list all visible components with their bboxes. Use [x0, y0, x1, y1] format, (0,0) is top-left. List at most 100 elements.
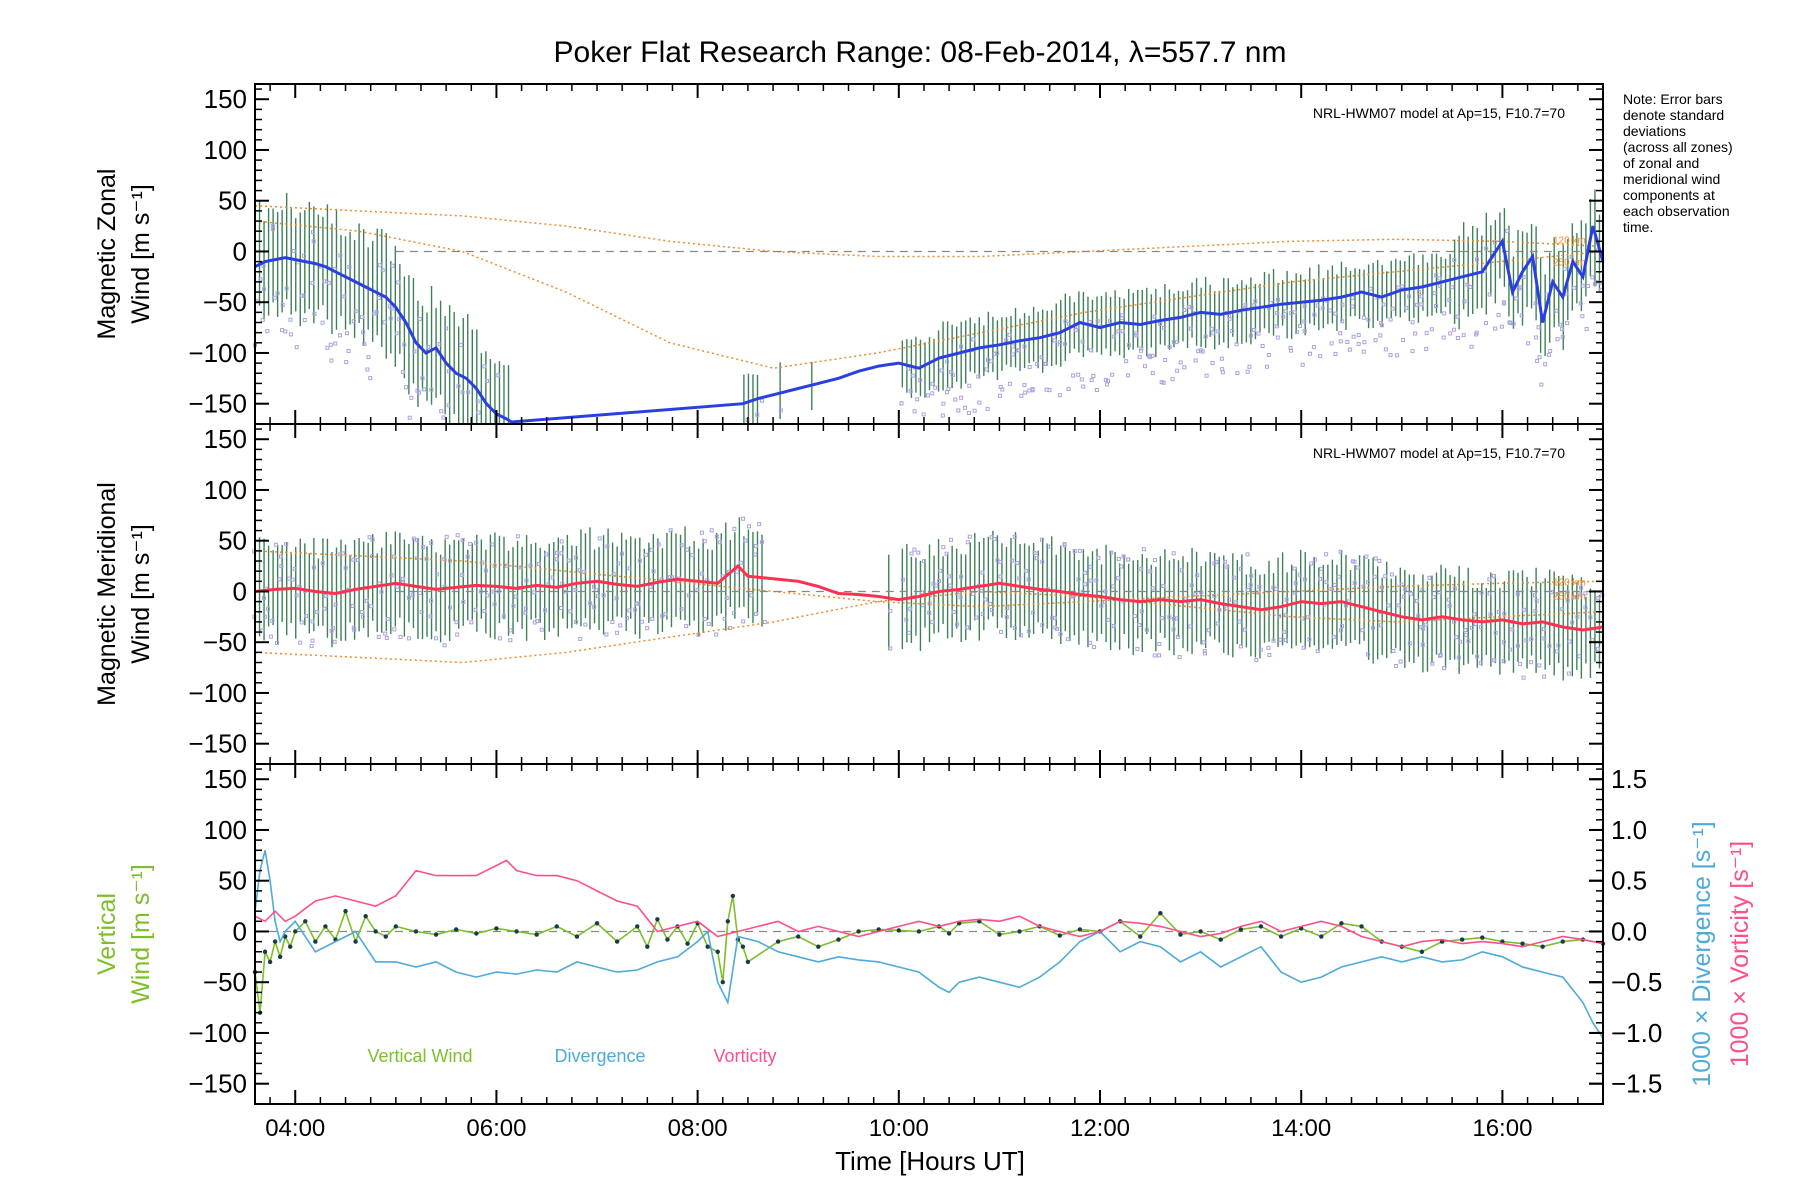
- scatter-point: [1537, 355, 1542, 360]
- vertical-wind-point: [293, 929, 298, 934]
- scatter-point: [1315, 303, 1320, 308]
- scatter-point: [627, 566, 632, 571]
- scatter-point: [1124, 359, 1129, 364]
- y-axis-label-line2: Wind [m s⁻¹]: [127, 184, 155, 324]
- y-tick-label: 50: [218, 186, 247, 216]
- scatter-point: [1257, 584, 1262, 589]
- scatter-point: [1301, 645, 1306, 650]
- scatter-point: [1066, 387, 1071, 392]
- chart-title: Poker Flat Research Range: 08-Feb-2014, …: [554, 36, 1287, 69]
- scatter-point: [1475, 654, 1480, 659]
- scatter-point: [937, 578, 942, 583]
- scatter-point: [401, 576, 406, 581]
- scatter-point: [1501, 659, 1506, 664]
- scatter-point: [1141, 547, 1146, 552]
- vertical-wind-point: [1218, 937, 1223, 942]
- scatter-point: [1579, 585, 1584, 590]
- scatter-point: [1338, 628, 1343, 633]
- y-axis-label: Magnetic Meridional Wind [m s⁻¹]: [93, 482, 155, 706]
- scatter-point: [1256, 590, 1261, 595]
- scatter-point: [1338, 331, 1343, 336]
- scatter-point: [1009, 558, 1014, 563]
- scatter-point: [702, 539, 707, 544]
- vertical-wind-point: [433, 932, 439, 937]
- scatter-point: [1065, 637, 1070, 642]
- scatter-point: [1466, 639, 1471, 644]
- scatter-point: [434, 636, 439, 641]
- scatter-point: [523, 610, 528, 615]
- vertical-wind-point: [614, 939, 620, 944]
- scatter-point: [1031, 610, 1036, 615]
- scatter-point: [1171, 551, 1176, 556]
- scatter-point: [1373, 556, 1378, 561]
- scatter-point: [1452, 258, 1457, 263]
- scatter-point: [1350, 295, 1355, 300]
- scatter-point: [1462, 299, 1467, 304]
- scatter-point: [1438, 653, 1443, 658]
- scatter-point: [1565, 598, 1570, 603]
- vertical-wind-point: [775, 939, 781, 944]
- scatter-point: [320, 561, 325, 566]
- y-tick-label: −150: [188, 1069, 247, 1099]
- scatter-point: [1533, 609, 1538, 614]
- x-tick-label: 08:00: [668, 1115, 728, 1142]
- scatter-point: [998, 574, 1003, 579]
- model-curve: [254, 590, 1604, 664]
- scatter-point: [1398, 659, 1403, 664]
- scatter-point: [909, 551, 914, 556]
- vertical-wind-point: [1278, 934, 1284, 939]
- scatter-point: [971, 337, 976, 342]
- scatter-point: [301, 293, 306, 298]
- scatter-point: [595, 594, 600, 599]
- scatter-point: [410, 592, 415, 597]
- legend-entry: Vorticity: [713, 1046, 776, 1066]
- scatter-point: [984, 367, 989, 372]
- scatter-point: [601, 593, 606, 598]
- vertical-wind-point: [740, 944, 746, 949]
- scatter-point: [718, 540, 723, 545]
- scatter-point: [1004, 615, 1009, 620]
- scatter-point: [1230, 328, 1235, 333]
- scatter-point: [1596, 646, 1601, 651]
- vertical-wind-point: [1359, 924, 1364, 929]
- scatter-point: [473, 607, 478, 612]
- scatter-point: [1390, 306, 1395, 311]
- scatter-point: [1519, 313, 1524, 318]
- scatter-point: [406, 595, 411, 600]
- scatter-point: [1012, 534, 1017, 539]
- scatter-point: [508, 638, 513, 643]
- scatter-point: [420, 376, 425, 381]
- scatter-point: [940, 413, 945, 418]
- scatter-point: [442, 556, 447, 561]
- scatter-point: [757, 522, 762, 527]
- scatter-point: [411, 536, 416, 541]
- scatter-point: [1234, 342, 1239, 347]
- y2-tick-label: 0.0: [1611, 916, 1647, 946]
- scatter-point: [370, 537, 375, 542]
- scatter-point: [298, 640, 303, 645]
- vertical-wind-point: [896, 928, 902, 933]
- scatter-point: [1150, 371, 1155, 376]
- scatter-point: [1492, 573, 1497, 578]
- scatter-point: [1338, 339, 1343, 344]
- scatter-point: [439, 409, 444, 414]
- vertical-wind-point: [1319, 934, 1324, 939]
- scatter-point: [1045, 544, 1050, 549]
- scatter-point: [1577, 654, 1582, 659]
- scatter-point: [342, 294, 347, 299]
- y-tick-label: 0: [233, 576, 247, 606]
- scatter-point: [1560, 335, 1565, 340]
- scatter-point: [1447, 297, 1452, 302]
- scatter-point: [1231, 575, 1236, 580]
- vertical-wind-point: [288, 944, 293, 949]
- scatter-point: [639, 619, 644, 624]
- scatter-point: [288, 317, 293, 322]
- scatter-point: [1289, 348, 1294, 353]
- scatter-point: [907, 630, 912, 635]
- scatter-point: [380, 268, 385, 273]
- scatter-point: [1302, 304, 1307, 309]
- scatter-point: [1492, 240, 1497, 245]
- scatter-point: [434, 572, 439, 577]
- scatter-point: [444, 534, 449, 539]
- y-axis-label-line2: Wind [m s⁻¹]: [127, 524, 155, 664]
